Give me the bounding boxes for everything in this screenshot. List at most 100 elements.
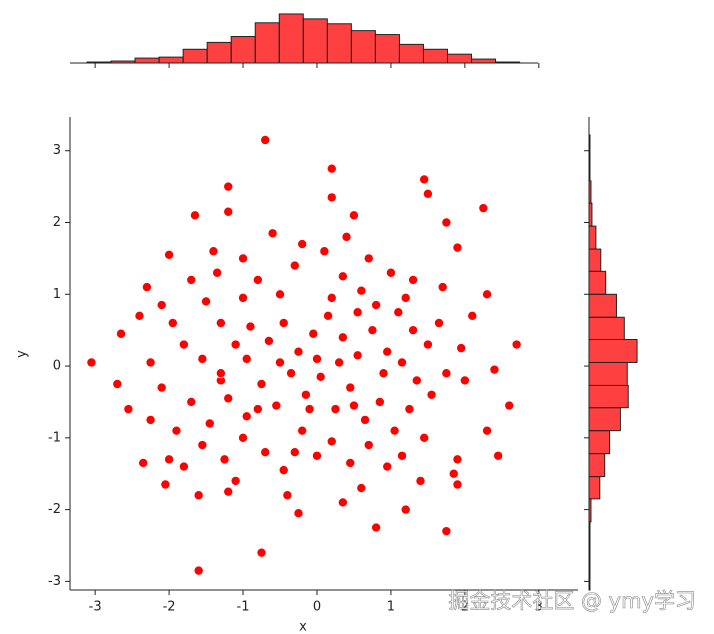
y-tick-label: -1 <box>48 430 61 445</box>
histogram-bar <box>588 293 617 318</box>
scatter-point <box>433 317 444 328</box>
histogram-bar <box>588 407 621 432</box>
scatter-point <box>141 282 152 293</box>
scatter-point <box>352 307 363 318</box>
scatter-point <box>293 508 304 519</box>
scatter-point <box>452 479 463 490</box>
scatter-point <box>337 497 348 508</box>
scatter-point <box>315 371 326 382</box>
scatter-point <box>238 253 249 264</box>
scatter-point <box>178 461 189 472</box>
histogram-bar <box>471 58 497 64</box>
scatter-point <box>441 368 452 379</box>
scatter-point <box>112 379 123 390</box>
scatter-point <box>422 339 433 350</box>
histogram-bar <box>350 30 376 64</box>
y-tick-label: -3 <box>48 574 61 589</box>
scatter-point <box>116 328 127 339</box>
scatter-point <box>419 174 430 185</box>
scatter-point <box>260 447 271 458</box>
scatter-point <box>193 490 204 501</box>
scatter-point <box>341 231 352 242</box>
scatter-point <box>371 300 382 311</box>
scatter-point <box>363 440 374 451</box>
scatter-point <box>86 357 97 368</box>
scatter-point <box>278 317 289 328</box>
x-tick-label: -2 <box>163 600 176 615</box>
scatter-point <box>493 450 504 461</box>
histogram-bar <box>588 270 607 295</box>
histogram-bar <box>588 430 611 455</box>
scatter-point <box>356 285 367 296</box>
scatter-point <box>193 565 204 576</box>
scatter-point <box>286 368 297 379</box>
scatter-point <box>282 490 293 501</box>
x-tick-label: 2 <box>461 600 469 615</box>
histogram-bar <box>588 339 638 363</box>
scatter-point <box>238 432 249 443</box>
scatter-point <box>408 274 419 285</box>
y-tick-label: 0 <box>53 359 61 374</box>
histogram-bar <box>182 48 208 64</box>
scatter-point <box>363 253 374 264</box>
scatter-point <box>230 339 241 350</box>
y-tick-label: 3 <box>53 143 61 158</box>
scatter-point <box>400 504 411 515</box>
watermark: 掘金技术社区 @ ymy学习 <box>448 589 696 613</box>
scatter-point <box>326 292 337 303</box>
scatter-point <box>178 339 189 350</box>
scatter-point <box>208 246 219 257</box>
scatter-point <box>186 274 197 285</box>
x-tick-label: -1 <box>237 600 250 615</box>
scatter-point <box>511 339 522 350</box>
scatter-point <box>374 396 385 407</box>
scatter-point <box>459 375 470 386</box>
scatter-point <box>334 357 345 368</box>
histogram-bar <box>588 453 606 478</box>
scatter-point <box>252 404 263 415</box>
scatter-point <box>348 210 359 221</box>
scatter-point <box>197 440 208 451</box>
scatter-point <box>389 425 400 436</box>
scatter-point <box>289 260 300 271</box>
scatter-point <box>260 134 271 145</box>
scatter-point <box>326 163 337 174</box>
scatter-point <box>271 400 282 411</box>
scatter-point <box>419 432 430 443</box>
scatter-point <box>156 300 167 311</box>
scatter-point <box>408 325 419 336</box>
scatter-point <box>189 210 200 221</box>
histogram-bar <box>398 43 424 64</box>
histogram-bar <box>230 36 256 64</box>
scatter-point <box>337 332 348 343</box>
scatter-point <box>171 425 182 436</box>
scatter-point <box>393 307 404 318</box>
scatter-point <box>186 396 197 407</box>
scatter-point <box>385 267 396 278</box>
x-tick-label: 1 <box>387 600 395 615</box>
scatter-point <box>134 310 145 321</box>
histogram-bar <box>302 18 328 64</box>
histogram-bar <box>588 316 625 341</box>
scatter-point <box>160 479 171 490</box>
histogram-bar <box>254 22 280 64</box>
scatter-point <box>156 382 167 393</box>
scatter-point <box>300 389 311 400</box>
scatter-point <box>504 400 515 411</box>
scatter-point <box>138 457 149 468</box>
scatter-point <box>345 457 356 468</box>
scatter-point <box>400 292 411 303</box>
scatter-point <box>441 526 452 537</box>
scatter-point <box>360 414 371 425</box>
scatter-point <box>267 228 278 239</box>
scatter-point <box>456 343 467 354</box>
scatter-point <box>308 328 319 339</box>
scatter-point <box>311 353 322 364</box>
scatter-point <box>297 239 308 250</box>
scatter-point <box>352 350 363 361</box>
scatter-point <box>223 181 234 192</box>
scatter-point <box>415 475 426 486</box>
scatter-point <box>164 454 175 465</box>
scatter-point <box>201 296 212 307</box>
